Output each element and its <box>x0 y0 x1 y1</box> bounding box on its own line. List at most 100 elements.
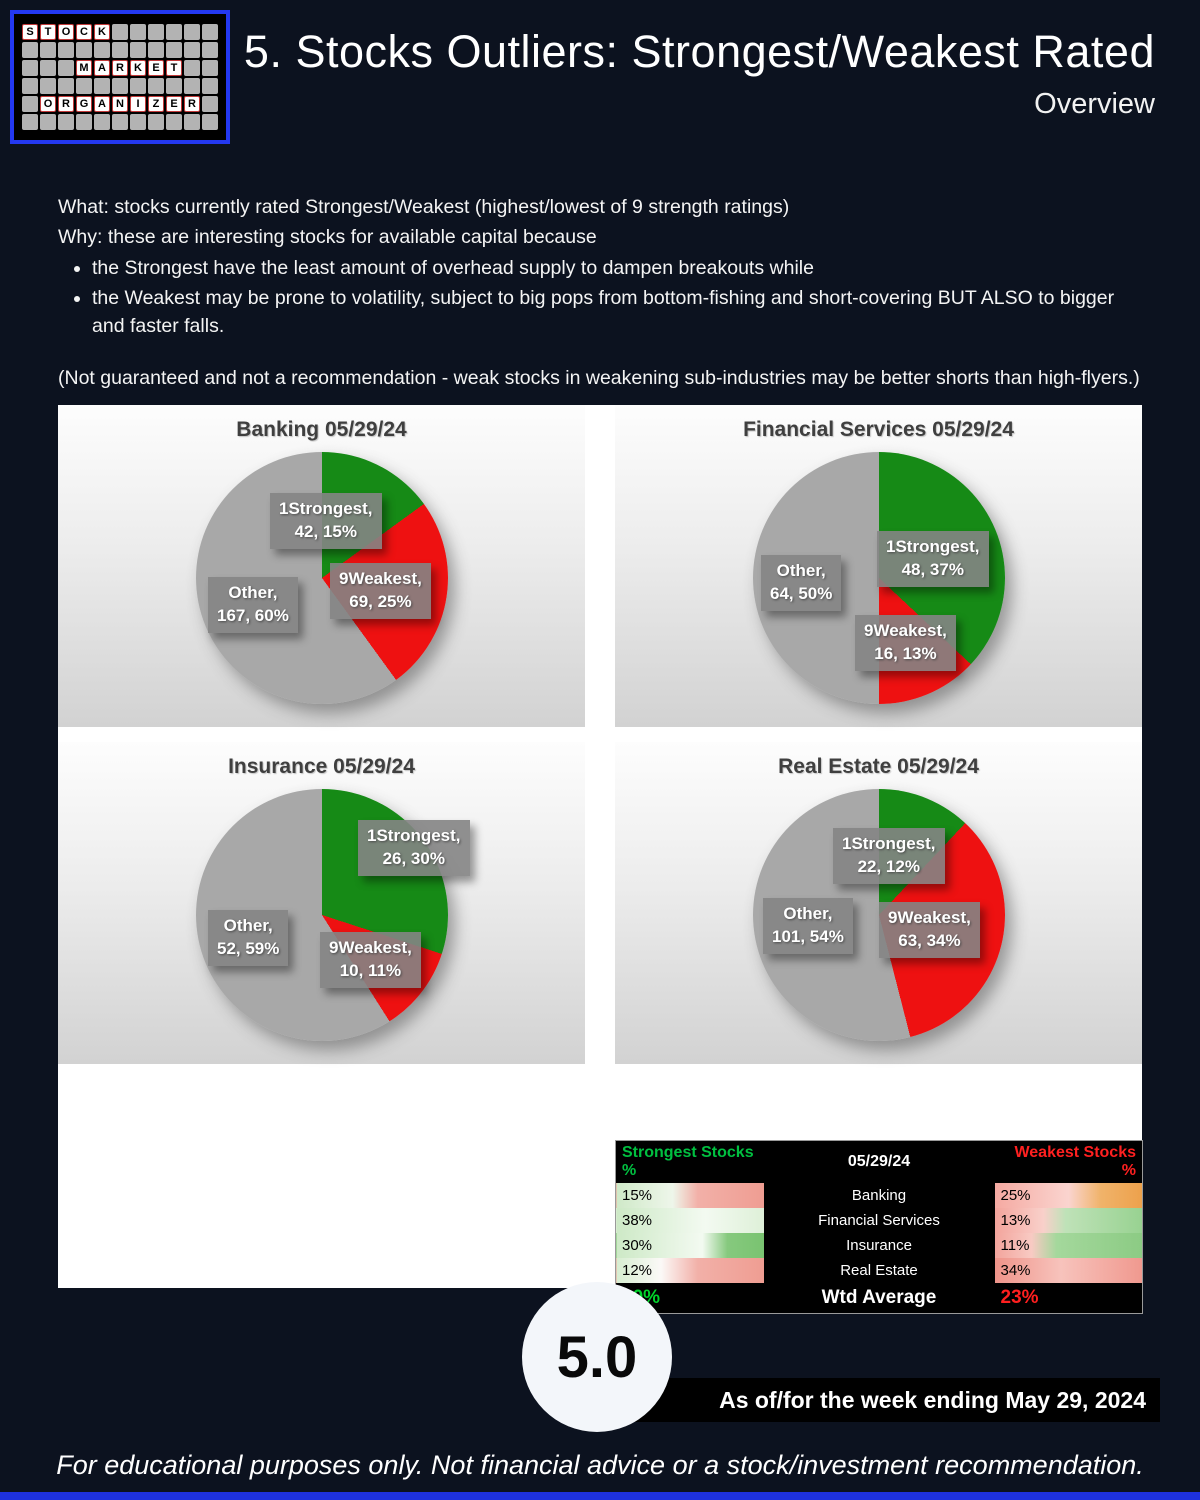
logo-letter-tile: A <box>94 96 110 112</box>
logo-tile <box>40 60 56 76</box>
logo-tile <box>94 78 110 94</box>
summary-table-row: 30% Insurance 11% <box>615 1233 1143 1258</box>
chart-title: Real Estate 05/29/24 <box>778 755 979 778</box>
summary-table-total-row: 20% Wtd Average 23% <box>616 1283 1143 1314</box>
summary-table-row: 15% Banking 25% <box>615 1183 1143 1208</box>
chart-title: Insurance 05/29/24 <box>228 755 415 778</box>
logo-letter-tile: O <box>40 96 56 112</box>
logo-letter-tile: R <box>184 96 200 112</box>
chart-panel-real-estate: Real Estate 05/29/24 1Strongest, 22, 12% … <box>615 742 1142 1064</box>
logo-tile <box>112 42 128 58</box>
logo-tile <box>22 96 38 112</box>
logo-tile <box>166 42 182 58</box>
logo-tile <box>58 78 74 94</box>
logo-tile <box>202 24 218 40</box>
logo-tile <box>22 42 38 58</box>
pie-label-other: Other, 101, 54% <box>763 898 853 954</box>
pie-label-weakest: 9Weakest, 63, 34% <box>879 902 980 958</box>
logo-tile <box>112 114 128 130</box>
row-sector: Insurance <box>846 1237 912 1254</box>
row-weakest-pct: 13% <box>994 1208 1143 1233</box>
logo-tile <box>40 42 56 58</box>
bullet-weakest: the Weakest may be prone to volatility, … <box>92 284 1148 341</box>
logo-tile <box>148 24 164 40</box>
row-weakest-pct: 11% <box>994 1233 1143 1258</box>
page-title: 5. Stocks Outliers: Strongest/Weakest Ra… <box>243 26 1155 77</box>
disclaimer-note: (Not guaranteed and not a recommendation… <box>58 367 1140 390</box>
logo-tile <box>112 24 128 40</box>
total-weakest-pct: 23% <box>1000 1287 1039 1308</box>
pie-label-strongest: 1Strongest, 26, 30% <box>358 820 470 876</box>
row-sector: Real Estate <box>840 1262 918 1279</box>
logo-tile <box>184 114 200 130</box>
logo-tile <box>58 60 74 76</box>
pie-label-weakest: 9Weakest, 10, 11% <box>320 932 421 988</box>
logo-letter-tile: T <box>40 24 56 40</box>
logo-tile <box>22 78 38 94</box>
logo-tile <box>76 78 92 94</box>
row-sector: Financial Services <box>818 1212 940 1229</box>
logo-letter-tile: R <box>112 60 128 76</box>
logo-tile <box>22 114 38 130</box>
logo-letter-tile: I <box>130 96 146 112</box>
summary-table-header-row: Strongest Stocks % 05/29/24 Weakest Stoc… <box>616 1141 1143 1184</box>
row-sector: Banking <box>851 1187 907 1204</box>
logo-letter-tile: R <box>58 96 74 112</box>
logo-letter-tile: E <box>148 60 164 76</box>
row-strongest-pct: 38% <box>615 1208 764 1233</box>
logo-letter-tile: K <box>94 24 110 40</box>
logo-tile <box>184 24 200 40</box>
row-weakest-pct: 34% <box>994 1258 1143 1283</box>
why-bullet-list: the Strongest have the least amount of o… <box>58 254 1148 341</box>
pie-label-strongest: 1Strongest, 48, 37% <box>877 531 989 587</box>
page-subtitle: Overview <box>1034 88 1155 120</box>
total-label: Wtd Average <box>821 1287 937 1308</box>
logo-tile <box>202 114 218 130</box>
logo-tile <box>184 78 200 94</box>
logo-letter-tile: C <box>76 24 92 40</box>
header-weakest-pct: Weakest Stocks % <box>1014 1144 1136 1179</box>
what-line: What: stocks currently rated Strongest/W… <box>58 196 790 218</box>
as-of-bar: As of/for the week ending May 29, 2024 <box>597 1378 1160 1422</box>
header-date: 05/29/24 <box>847 1153 911 1170</box>
pie-label-other: Other, 64, 50% <box>761 555 842 611</box>
logo-tile <box>202 96 218 112</box>
logo-letter-tile: K <box>130 60 146 76</box>
logo-tile <box>148 114 164 130</box>
logo-letter-tile: G <box>76 96 92 112</box>
logo-tile <box>166 78 182 94</box>
logo-tile <box>76 114 92 130</box>
logo-tile <box>130 78 146 94</box>
logo-tile <box>130 24 146 40</box>
logo-tile <box>58 114 74 130</box>
logo-tile <box>166 24 182 40</box>
logo-tile <box>94 42 110 58</box>
logo-letter-tile: T <box>166 60 182 76</box>
bottom-accent-strip <box>0 1492 1200 1500</box>
logo-tile <box>130 42 146 58</box>
logo-tile <box>202 60 218 76</box>
pie-label-other: Other, 167, 60% <box>208 577 298 633</box>
chart-title: Financial Services 05/29/24 <box>743 418 1014 441</box>
logo-tile <box>202 78 218 94</box>
page-number-badge: 5.0 <box>522 1282 672 1432</box>
logo-tile <box>130 114 146 130</box>
summary-table-row: 38% Financial Services 13% <box>615 1208 1143 1233</box>
logo-tile <box>202 42 218 58</box>
pie-label-strongest: 1Strongest, 42, 15% <box>270 493 382 549</box>
logo-tile <box>94 114 110 130</box>
logo-tile <box>148 42 164 58</box>
logo-letter-tile: E <box>166 96 182 112</box>
pie-label-weakest: 9Weakest, 16, 13% <box>855 615 956 671</box>
bullet-strongest: the Strongest have the least amount of o… <box>92 254 1148 282</box>
logo-tile <box>22 60 38 76</box>
row-weakest-pct: 25% <box>994 1183 1143 1208</box>
logo-tile <box>184 60 200 76</box>
logo-tile <box>148 78 164 94</box>
intro-text: What: stocks currently rated Strongest/W… <box>58 193 1148 395</box>
logo-letter-tile: M <box>76 60 92 76</box>
logo-tile <box>112 78 128 94</box>
summary-table-row: 12% Real Estate 34% <box>615 1258 1143 1283</box>
